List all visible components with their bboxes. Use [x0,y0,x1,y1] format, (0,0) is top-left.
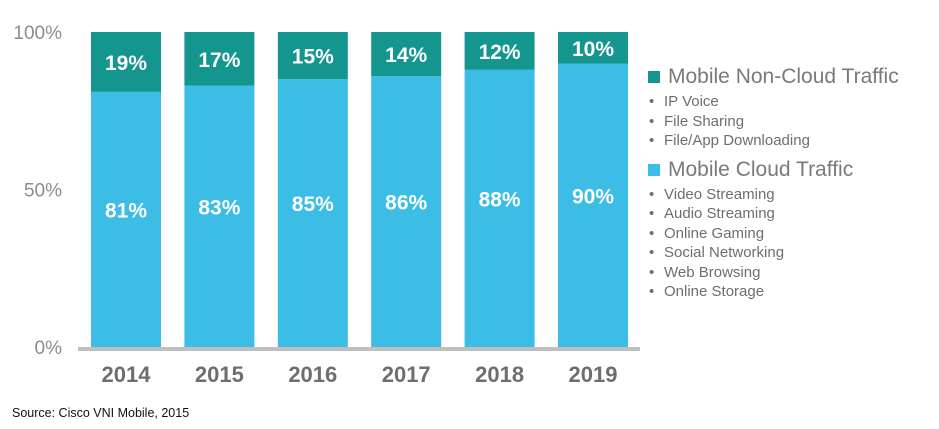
legend-title-non-cloud: Mobile Non-Cloud Traffic [668,65,899,88]
legend-item: • Online Storage [649,283,765,300]
data-label-non-cloud: 14% [385,44,427,67]
bar-non-cloud [277,32,348,80]
x-tick-label: 2016 [288,362,337,387]
legend-item: • Audio Streaming [649,205,775,222]
bar-cloud [371,76,442,347]
legend-item: • Online Gaming [649,224,765,242]
bar-non-cloud [558,32,628,64]
x-tick-label: 2019 [569,362,618,387]
legend-title-cloud: Mobile Cloud Traffic [668,157,854,181]
data-label-cloud: 86% [385,192,427,215]
legend-item: • IP Voice [649,93,719,110]
x-axis-line [78,347,640,351]
bullet-icon: • [649,185,655,203]
bar-cloud [277,79,348,347]
x-tick-label: 2017 [382,362,431,387]
bullet-icon: • [649,132,655,149]
y-tick-label: 50% [24,181,62,202]
bullet-icon: • [649,93,655,110]
y-tick-label: 0% [35,338,63,359]
bar-cloud [464,69,535,348]
data-label-cloud: 81% [105,199,147,222]
bar-cloud [184,85,255,348]
x-tick-label: 2015 [195,362,244,387]
bullet-icon: • [649,112,655,130]
bar-non-cloud [184,32,255,86]
legend-item: • Social Networking [649,244,785,261]
data-label-non-cloud: 12% [479,41,521,64]
bar-non-cloud [371,32,442,77]
bullet-icon: • [649,205,655,222]
bar-cloud [91,91,161,347]
bullet-icon: • [649,283,655,300]
legend-item: • File Sharing [649,112,745,130]
legend-swatch-non-cloud [648,71,660,83]
bullet-icon: • [649,263,655,281]
legend-swatch-cloud [648,163,660,176]
data-label-non-cloud: 17% [198,49,240,72]
bullet-icon: • [649,224,655,242]
bar-non-cloud [464,32,535,70]
legend-group-cloud: Mobile Cloud Traffic • Video Streaming • A… [648,157,933,302]
stacked-bar-chart: 0% 50% 100% 81% 19% 2014 83% 17% 2015 85% 15% 2016 8… [13,23,640,387]
legend-item: • Video Streaming [649,185,775,203]
bullet-icon: • [649,244,655,261]
y-tick-label: 100% [13,23,62,44]
data-label-non-cloud: 19% [105,52,147,75]
bar-cloud [558,63,628,347]
data-label-cloud: 88% [479,188,521,211]
legend-item: • Web Browsing [649,263,761,281]
x-tick-label: 2014 [102,362,152,387]
data-label-non-cloud: 15% [292,46,334,69]
data-label-cloud: 85% [292,193,334,216]
data-label-non-cloud: 10% [572,38,614,61]
legend: Mobile Non-Cloud Traffic • IP Voice • File… [648,64,933,308]
legend-group-non-cloud: Mobile Non-Cloud Traffic • IP Voice • File… [648,64,933,151]
data-label-cloud: 90% [572,185,614,208]
legend-item: • File/App Downloading [649,132,810,149]
bar-non-cloud [91,32,161,92]
data-label-cloud: 83% [198,196,240,219]
x-tick-label: 2018 [475,362,524,387]
source-note: Source: Cisco VNI Mobile, 2015 [12,406,190,420]
